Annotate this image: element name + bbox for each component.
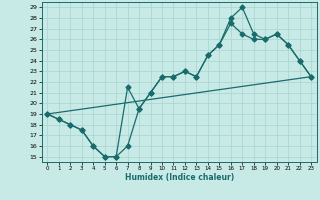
X-axis label: Humidex (Indice chaleur): Humidex (Indice chaleur) xyxy=(124,173,234,182)
